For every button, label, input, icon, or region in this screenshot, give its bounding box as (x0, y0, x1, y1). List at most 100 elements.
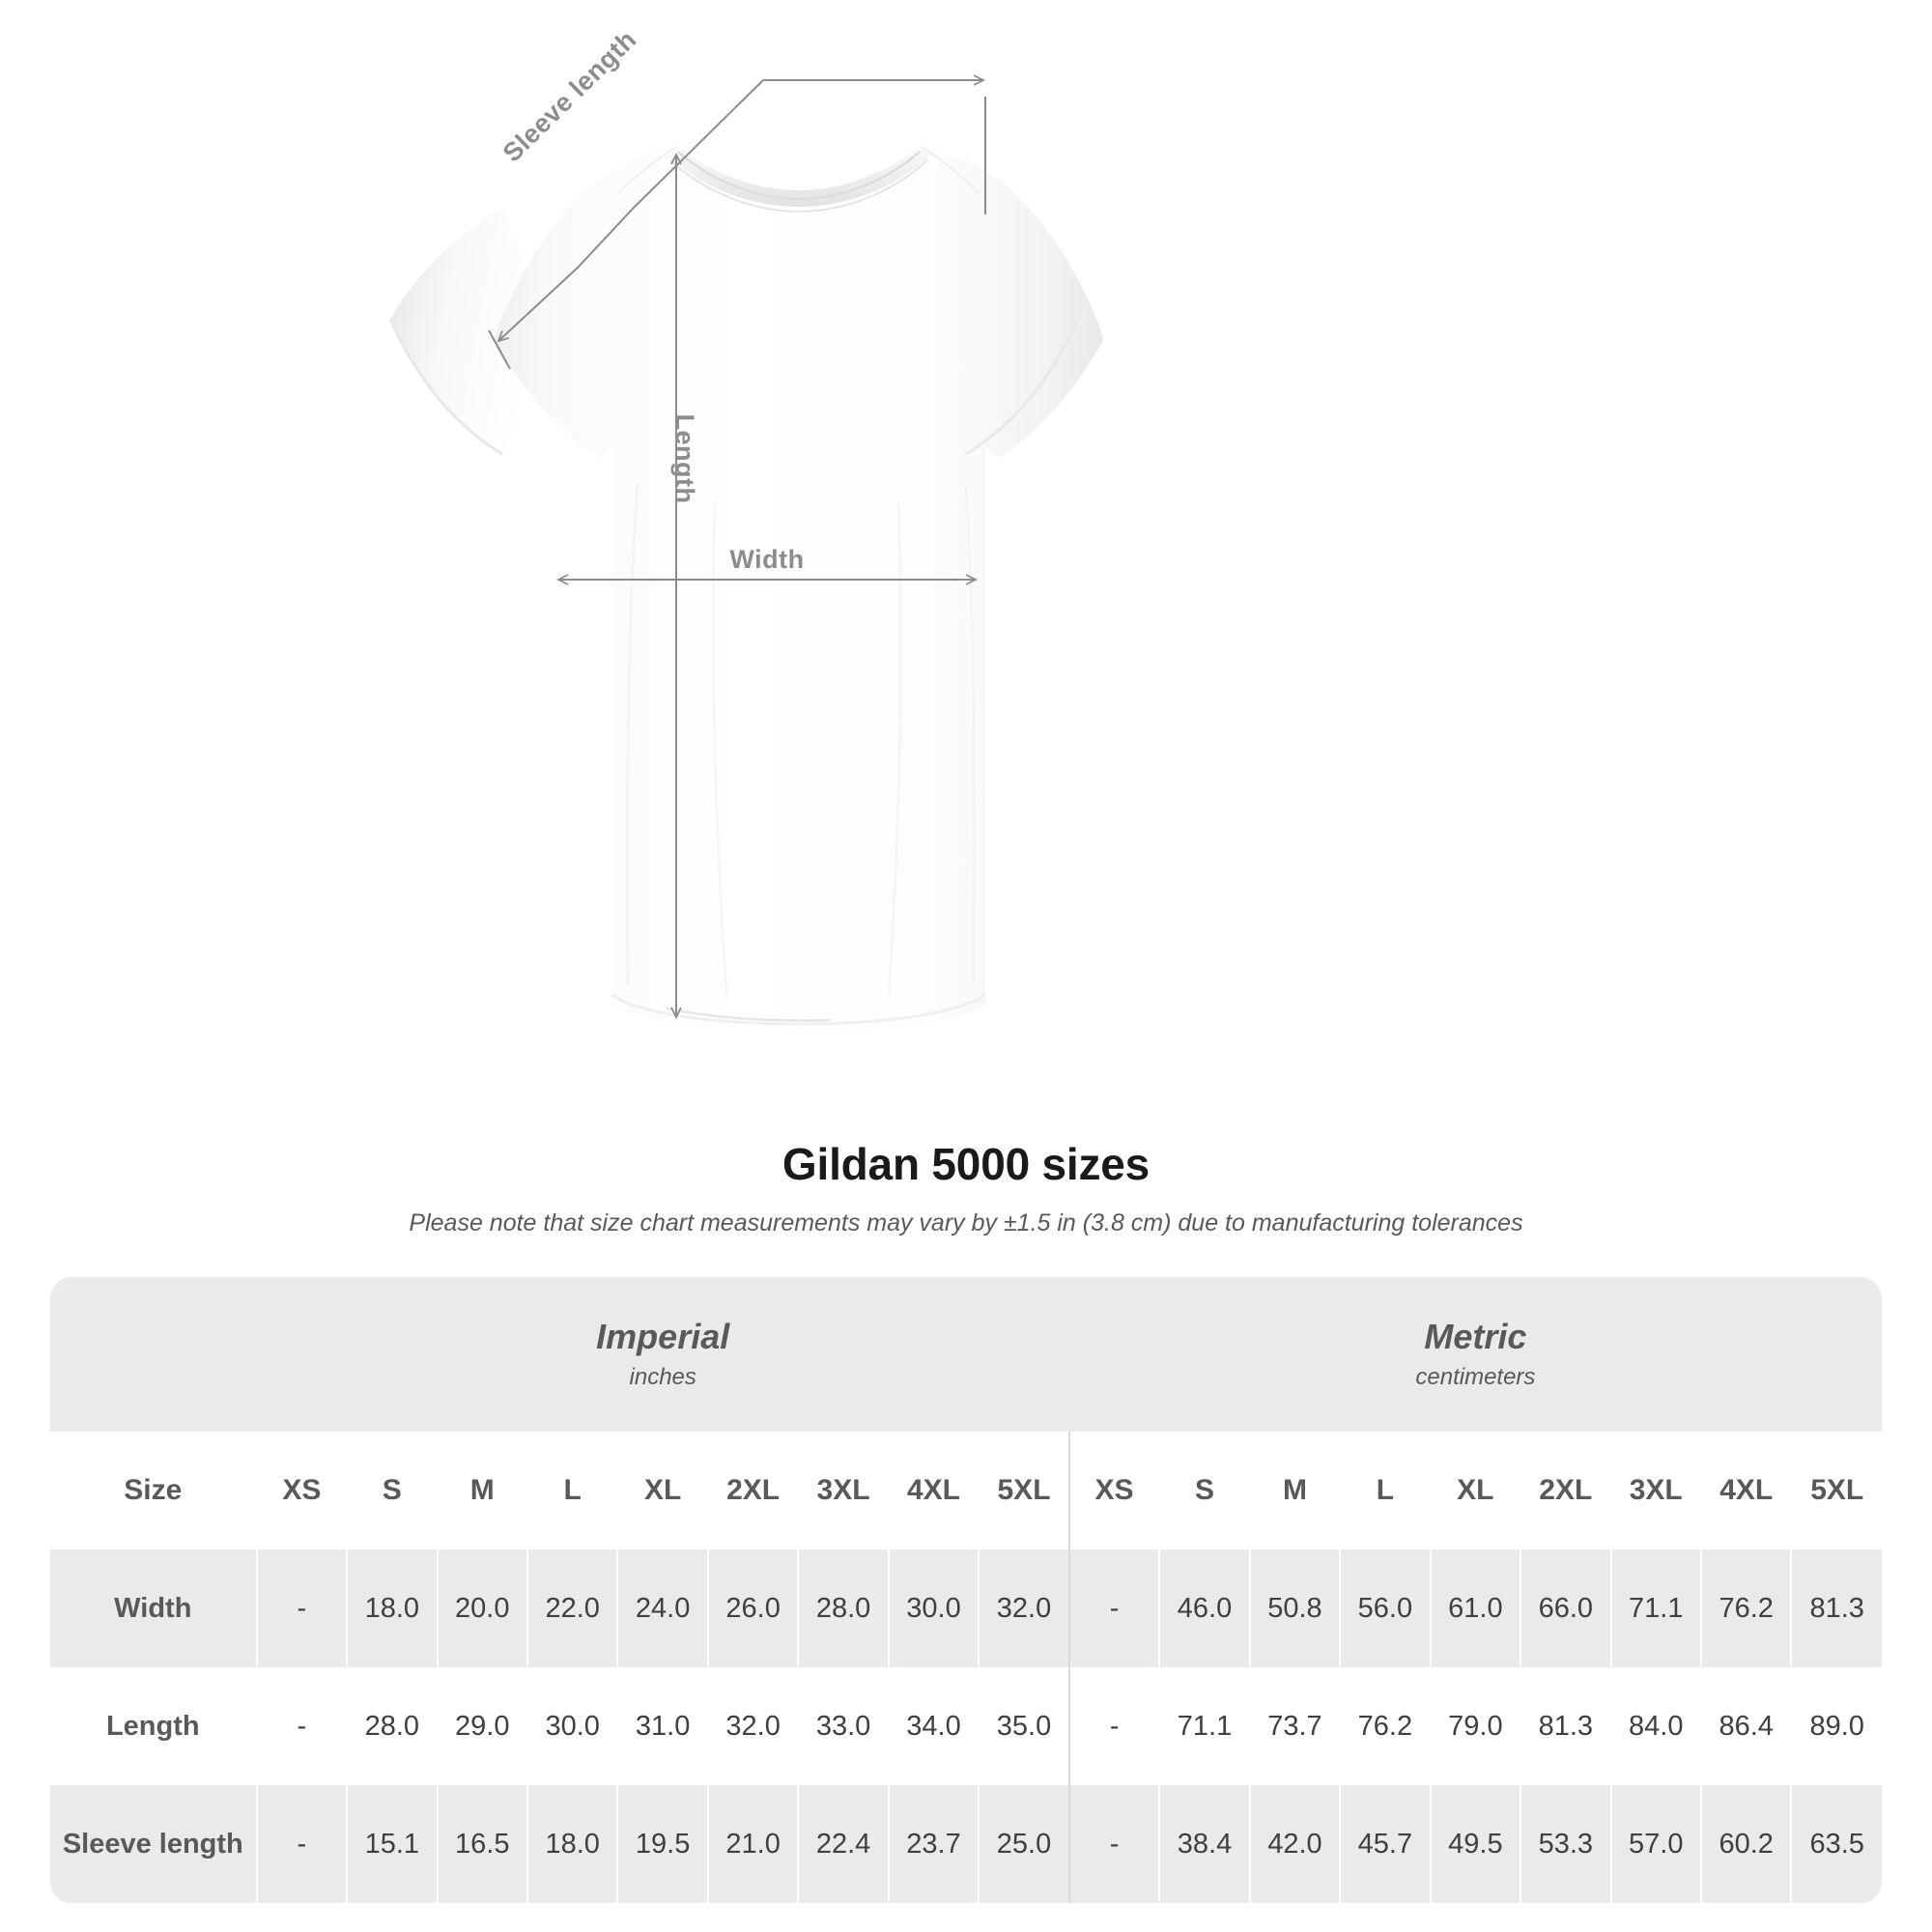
size-header-imperial-3xl: 3XL (797, 1432, 889, 1549)
length-label: Length (670, 414, 699, 504)
size-header-imperial-xs: XS (255, 1432, 348, 1549)
cell-length-metric-xs: - (1067, 1667, 1160, 1785)
row-label-length: Length (50, 1667, 257, 1785)
cell-sleeve-length-metric-5xl: 63.5 (1790, 1785, 1882, 1903)
cell-width-imperial-3xl: 28.0 (797, 1549, 889, 1667)
cell-sleeve-length-metric-l: 45.7 (1339, 1785, 1431, 1903)
table-row-length: Length -28.0 29.0 30.0 31.0 32.0 33.0 34.0 35.0-… (50, 1667, 1882, 1785)
heading-block: Gildan 5000 sizes Please note that size … (0, 1140, 1932, 1237)
size-header-imperial-4xl: 4XL (887, 1432, 980, 1549)
cell-sleeve-length-imperial-3xl: 22.4 (797, 1785, 889, 1903)
unit-name: Metric (1424, 1316, 1527, 1356)
unit-subtitle: inches (629, 1364, 696, 1391)
cell-width-metric-4xl: 76.2 (1699, 1549, 1792, 1667)
sleeve-length-label: Sleeve length (497, 25, 642, 168)
unit-subtitle: centimeters (1415, 1364, 1536, 1391)
cell-width-imperial-2xl: 26.0 (706, 1549, 799, 1667)
cell-width-imperial-l: 22.0 (526, 1549, 618, 1667)
cell-sleeve-length-imperial-4xl: 23.7 (887, 1785, 980, 1903)
cell-sleeve-length-imperial-5xl: 25.0 (978, 1785, 1069, 1903)
cell-sleeve-length-metric-3xl: 57.0 (1609, 1785, 1701, 1903)
row-label-size: Size (50, 1432, 257, 1549)
cell-width-metric-s: 46.0 (1158, 1549, 1250, 1667)
cell-width-metric-5xl: 81.3 (1790, 1549, 1882, 1667)
cell-width-imperial-m: 20.0 (436, 1549, 527, 1667)
cell-width-metric-xl: 61.0 (1429, 1549, 1521, 1667)
cell-sleeve-length-imperial-2xl: 21.0 (706, 1785, 799, 1903)
cell-width-metric-l: 56.0 (1339, 1549, 1431, 1667)
size-header-imperial-s: S (346, 1432, 438, 1549)
table-row-width: Width -18.0 20.0 22.0 24.0 26.0 28.0 30.0 32.0-4… (50, 1549, 1882, 1667)
size-header-metric-s: S (1158, 1432, 1250, 1549)
cell-length-imperial-xs: - (255, 1667, 348, 1785)
size-header-imperial-xl: XL (616, 1432, 708, 1549)
size-header-metric-2xl: 2XL (1520, 1432, 1611, 1549)
cell-length-metric-4xl: 86.4 (1699, 1667, 1792, 1785)
cell-width-imperial-xl: 24.0 (616, 1549, 708, 1667)
size-header-metric-xl: XL (1429, 1432, 1521, 1549)
cell-length-metric-s: 71.1 (1158, 1667, 1250, 1785)
cell-sleeve-length-metric-xs: - (1067, 1785, 1160, 1903)
cell-width-imperial-s: 18.0 (346, 1549, 438, 1667)
cell-sleeve-length-metric-s: 38.4 (1158, 1785, 1250, 1903)
size-header-imperial-l: L (526, 1432, 618, 1549)
table-row-sleeve-length: Sleeve length -15.1 16.5 18.0 19.5 21.0 22.4 23… (50, 1785, 1882, 1903)
size-header-imperial-5xl: 5XL (978, 1432, 1069, 1549)
cell-width-imperial-5xl: 32.0 (978, 1549, 1069, 1667)
cell-sleeve-length-metric-m: 42.0 (1248, 1785, 1341, 1903)
unit-banner-imperial: Imperial inches (256, 1277, 1069, 1432)
size-header-metric-l: L (1339, 1432, 1431, 1549)
cell-length-imperial-s: 28.0 (346, 1667, 438, 1785)
unit-banner-metric: Metric centimeters (1068, 1277, 1882, 1432)
width-label: Width (729, 545, 804, 574)
size-header-metric-3xl: 3XL (1609, 1432, 1701, 1549)
cell-sleeve-length-imperial-xl: 19.5 (616, 1785, 708, 1903)
cell-width-metric-m: 50.8 (1248, 1549, 1341, 1667)
cell-sleeve-length-imperial-s: 15.1 (346, 1785, 438, 1903)
tshirt-diagram: Sleeve length Length Width (388, 25, 1103, 1032)
cell-length-imperial-5xl: 35.0 (978, 1667, 1069, 1785)
cell-length-metric-xl: 79.0 (1429, 1667, 1521, 1785)
cell-length-imperial-m: 29.0 (436, 1667, 527, 1785)
cell-width-metric-2xl: 66.0 (1520, 1549, 1611, 1667)
cell-sleeve-length-metric-xl: 49.5 (1429, 1785, 1521, 1903)
page-title: Gildan 5000 sizes (781, 1139, 1151, 1189)
cell-sleeve-length-metric-2xl: 53.3 (1520, 1785, 1611, 1903)
size-table-container: Imperial inches Metric centimeters Size XS S M L… (50, 1277, 1882, 1903)
unit-banner-row: Imperial inches Metric centimeters (50, 1277, 1882, 1432)
size-header-imperial-m: M (436, 1432, 527, 1549)
unit-name: Imperial (596, 1316, 730, 1356)
cell-sleeve-length-metric-4xl: 60.2 (1699, 1785, 1792, 1903)
cell-sleeve-length-imperial-xs: - (255, 1785, 348, 1903)
cell-length-metric-l: 76.2 (1339, 1667, 1431, 1785)
cell-length-metric-2xl: 81.3 (1520, 1667, 1611, 1785)
cell-length-metric-3xl: 84.0 (1609, 1667, 1701, 1785)
unit-banner-corner (50, 1277, 257, 1432)
size-header-metric-4xl: 4XL (1699, 1432, 1792, 1549)
size-table: Imperial inches Metric centimeters Size XS S M L… (50, 1277, 1882, 1903)
size-header-metric-xs: XS (1067, 1432, 1160, 1549)
length-annotation: Length (670, 152, 699, 1020)
page-subtitle: Please note that size chart measurements… (409, 1208, 1523, 1236)
cell-width-metric-xs: - (1067, 1549, 1160, 1667)
cell-sleeve-length-imperial-m: 16.5 (436, 1785, 527, 1903)
cell-width-imperial-4xl: 30.0 (887, 1549, 980, 1667)
cell-length-metric-5xl: 89.0 (1790, 1667, 1882, 1785)
row-label-sleeve-length: Sleeve length (50, 1785, 257, 1903)
size-header-row: Size XS S M L XL 2XL 3XL 4XL 5XL XS S M L XL 2XL 3XL 4XL 5… (50, 1432, 1882, 1549)
tshirt-garment (388, 145, 1103, 1032)
size-header-metric-5xl: 5XL (1790, 1432, 1882, 1549)
width-annotation: Width (555, 545, 979, 585)
cell-length-imperial-4xl: 34.0 (887, 1667, 980, 1785)
cell-length-metric-m: 73.7 (1248, 1667, 1341, 1785)
cell-length-imperial-xl: 31.0 (616, 1667, 708, 1785)
cell-length-imperial-2xl: 32.0 (706, 1667, 799, 1785)
row-label-width: Width (50, 1549, 257, 1667)
cell-sleeve-length-imperial-l: 18.0 (526, 1785, 618, 1903)
cell-width-imperial-xs: - (255, 1549, 348, 1667)
cell-width-metric-3xl: 71.1 (1609, 1549, 1701, 1667)
cell-length-imperial-3xl: 33.0 (797, 1667, 889, 1785)
size-header-metric-m: M (1248, 1432, 1341, 1549)
cell-length-imperial-l: 30.0 (526, 1667, 618, 1785)
